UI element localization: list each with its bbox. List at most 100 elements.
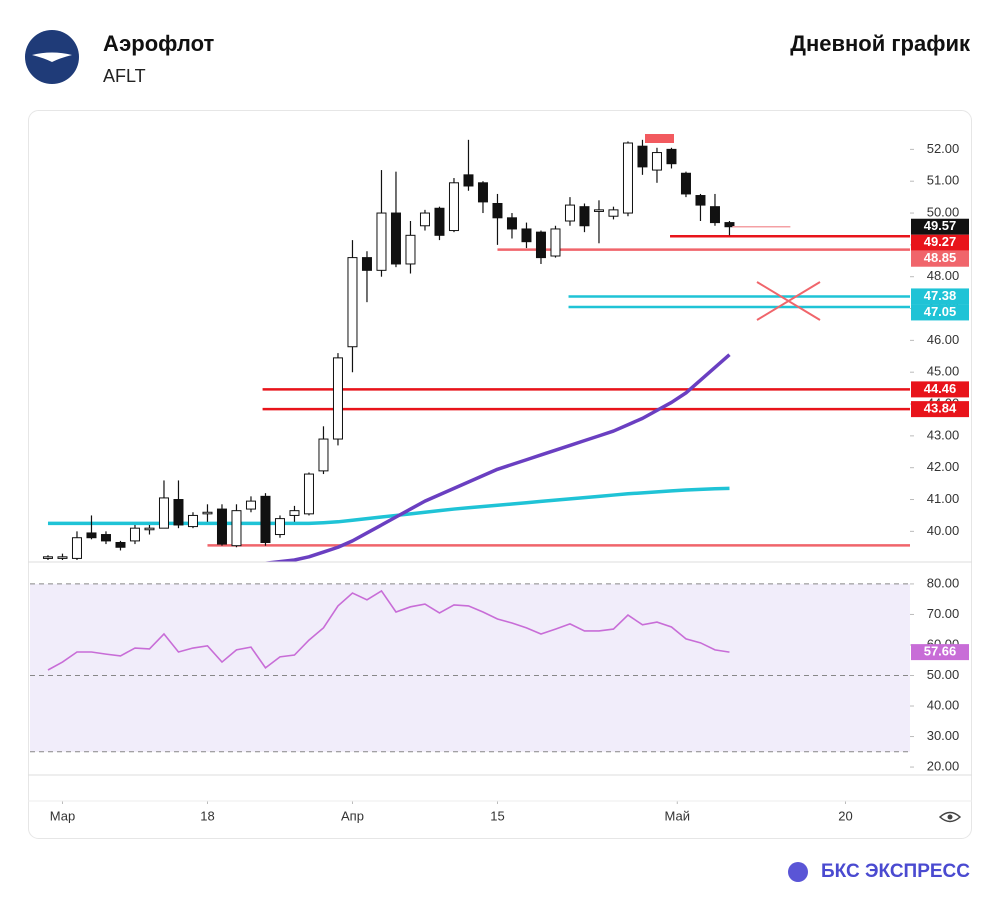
candle-body xyxy=(695,195,706,206)
ticker: AFLT xyxy=(103,66,146,86)
candle-body xyxy=(260,495,271,543)
candle-body xyxy=(71,537,82,559)
y-tick-label: 45.00 xyxy=(927,364,960,379)
candle-body xyxy=(463,174,474,187)
rsi-pane xyxy=(30,583,910,753)
candle-body xyxy=(506,217,517,230)
candle-body xyxy=(245,500,256,510)
candle-body xyxy=(709,206,720,224)
price-label: 44.46 xyxy=(924,381,957,396)
price-label-box xyxy=(911,401,969,418)
candle-body xyxy=(318,438,329,472)
cross xyxy=(756,281,821,321)
x-tick-label: 15 xyxy=(490,808,504,823)
logo-wings xyxy=(32,52,72,62)
candle-body xyxy=(434,207,445,236)
y-tick-label: 40.00 xyxy=(927,523,960,538)
rsi-label-box xyxy=(911,644,969,661)
x-tick-label: Апр xyxy=(341,808,364,823)
y-tick-label: 80.00 xyxy=(927,575,960,590)
candle-body xyxy=(115,541,126,548)
plot: 40.0041.0042.0043.0044.0045.0046.0047.00… xyxy=(30,139,969,823)
y-tick-label: 42.00 xyxy=(927,459,960,474)
price-pane xyxy=(42,139,910,562)
x-tick-label: Май xyxy=(665,808,690,823)
candle-body xyxy=(651,152,662,171)
candle-body xyxy=(637,145,648,168)
price-label-box xyxy=(911,218,969,235)
candle-body xyxy=(361,257,372,271)
price-label-box xyxy=(911,288,969,305)
candle-body xyxy=(274,518,285,536)
candle-body xyxy=(129,527,140,542)
price-label-box xyxy=(911,250,969,267)
settings-icon-dot xyxy=(947,814,953,820)
candle-body xyxy=(86,532,97,539)
y-tick-label: 50.00 xyxy=(927,204,960,219)
y-tick-label: 51.00 xyxy=(927,173,960,188)
candle-body xyxy=(622,142,633,214)
candle-body xyxy=(376,212,387,271)
price-label: 49.27 xyxy=(924,234,957,249)
candle-body xyxy=(347,257,358,348)
candle-body xyxy=(448,182,459,232)
candle-body xyxy=(579,206,590,227)
price-label-box xyxy=(911,234,969,251)
candle-body xyxy=(477,182,488,203)
candle-body xyxy=(42,556,53,559)
candle-body xyxy=(593,209,604,212)
brand: БКС ЭКСПРЕСС xyxy=(821,861,970,882)
candle-body xyxy=(666,148,677,165)
brand-logo xyxy=(788,862,808,882)
candle-body xyxy=(405,234,416,265)
candle-body xyxy=(680,172,691,195)
candle-body xyxy=(492,202,503,219)
candle-body xyxy=(289,510,300,516)
y-tick-label: 46.00 xyxy=(927,332,960,347)
candle-body xyxy=(144,527,155,531)
candle-body xyxy=(332,357,343,440)
candle-body xyxy=(187,514,198,528)
candle-body xyxy=(521,228,532,243)
price-label: 43.84 xyxy=(924,401,957,416)
price-label: 47.05 xyxy=(924,304,957,319)
y-tick-label: 50.00 xyxy=(927,667,960,682)
candle-body xyxy=(724,222,735,228)
y-tick-label: 52.00 xyxy=(927,141,960,156)
y-tick-label: 41.00 xyxy=(927,491,960,506)
title: Аэрофлот xyxy=(103,31,214,56)
candle-body xyxy=(390,212,401,265)
price-label: 49.57 xyxy=(924,218,957,233)
candle-body xyxy=(419,212,430,227)
x-tick-label: 18 xyxy=(200,808,214,823)
y-tick-label: 43.00 xyxy=(927,427,960,442)
candle-body xyxy=(57,556,68,559)
y-tick-label: 20.00 xyxy=(927,759,960,774)
candle-body xyxy=(608,209,619,217)
x-tick-label: Мар xyxy=(50,808,75,823)
highlight xyxy=(645,134,674,143)
candle-body xyxy=(231,510,242,547)
y-tick-label: 30.00 xyxy=(927,728,960,743)
candle-body xyxy=(564,204,575,222)
price-label: 47.38 xyxy=(924,288,957,303)
x-tick-label: 20 xyxy=(838,808,852,823)
y-tick-label: 48.00 xyxy=(927,268,960,283)
rsi-band xyxy=(30,583,910,752)
rsi-line xyxy=(47,589,730,671)
subtitle: Дневной график xyxy=(790,31,971,56)
price-label-box xyxy=(911,381,969,398)
y-tick-label: 70.00 xyxy=(927,606,960,621)
candle-body xyxy=(158,497,169,529)
y-tick-label: 40.00 xyxy=(927,697,960,712)
candle-body xyxy=(100,534,111,542)
price-label-box xyxy=(911,304,969,321)
candle-body xyxy=(303,473,314,515)
settings-icon[interactable] xyxy=(938,811,962,823)
price-label: 48.85 xyxy=(924,250,957,265)
moving-average xyxy=(265,353,731,562)
candle-body xyxy=(535,231,546,259)
candle-body xyxy=(202,511,213,515)
candle-body xyxy=(550,228,561,257)
